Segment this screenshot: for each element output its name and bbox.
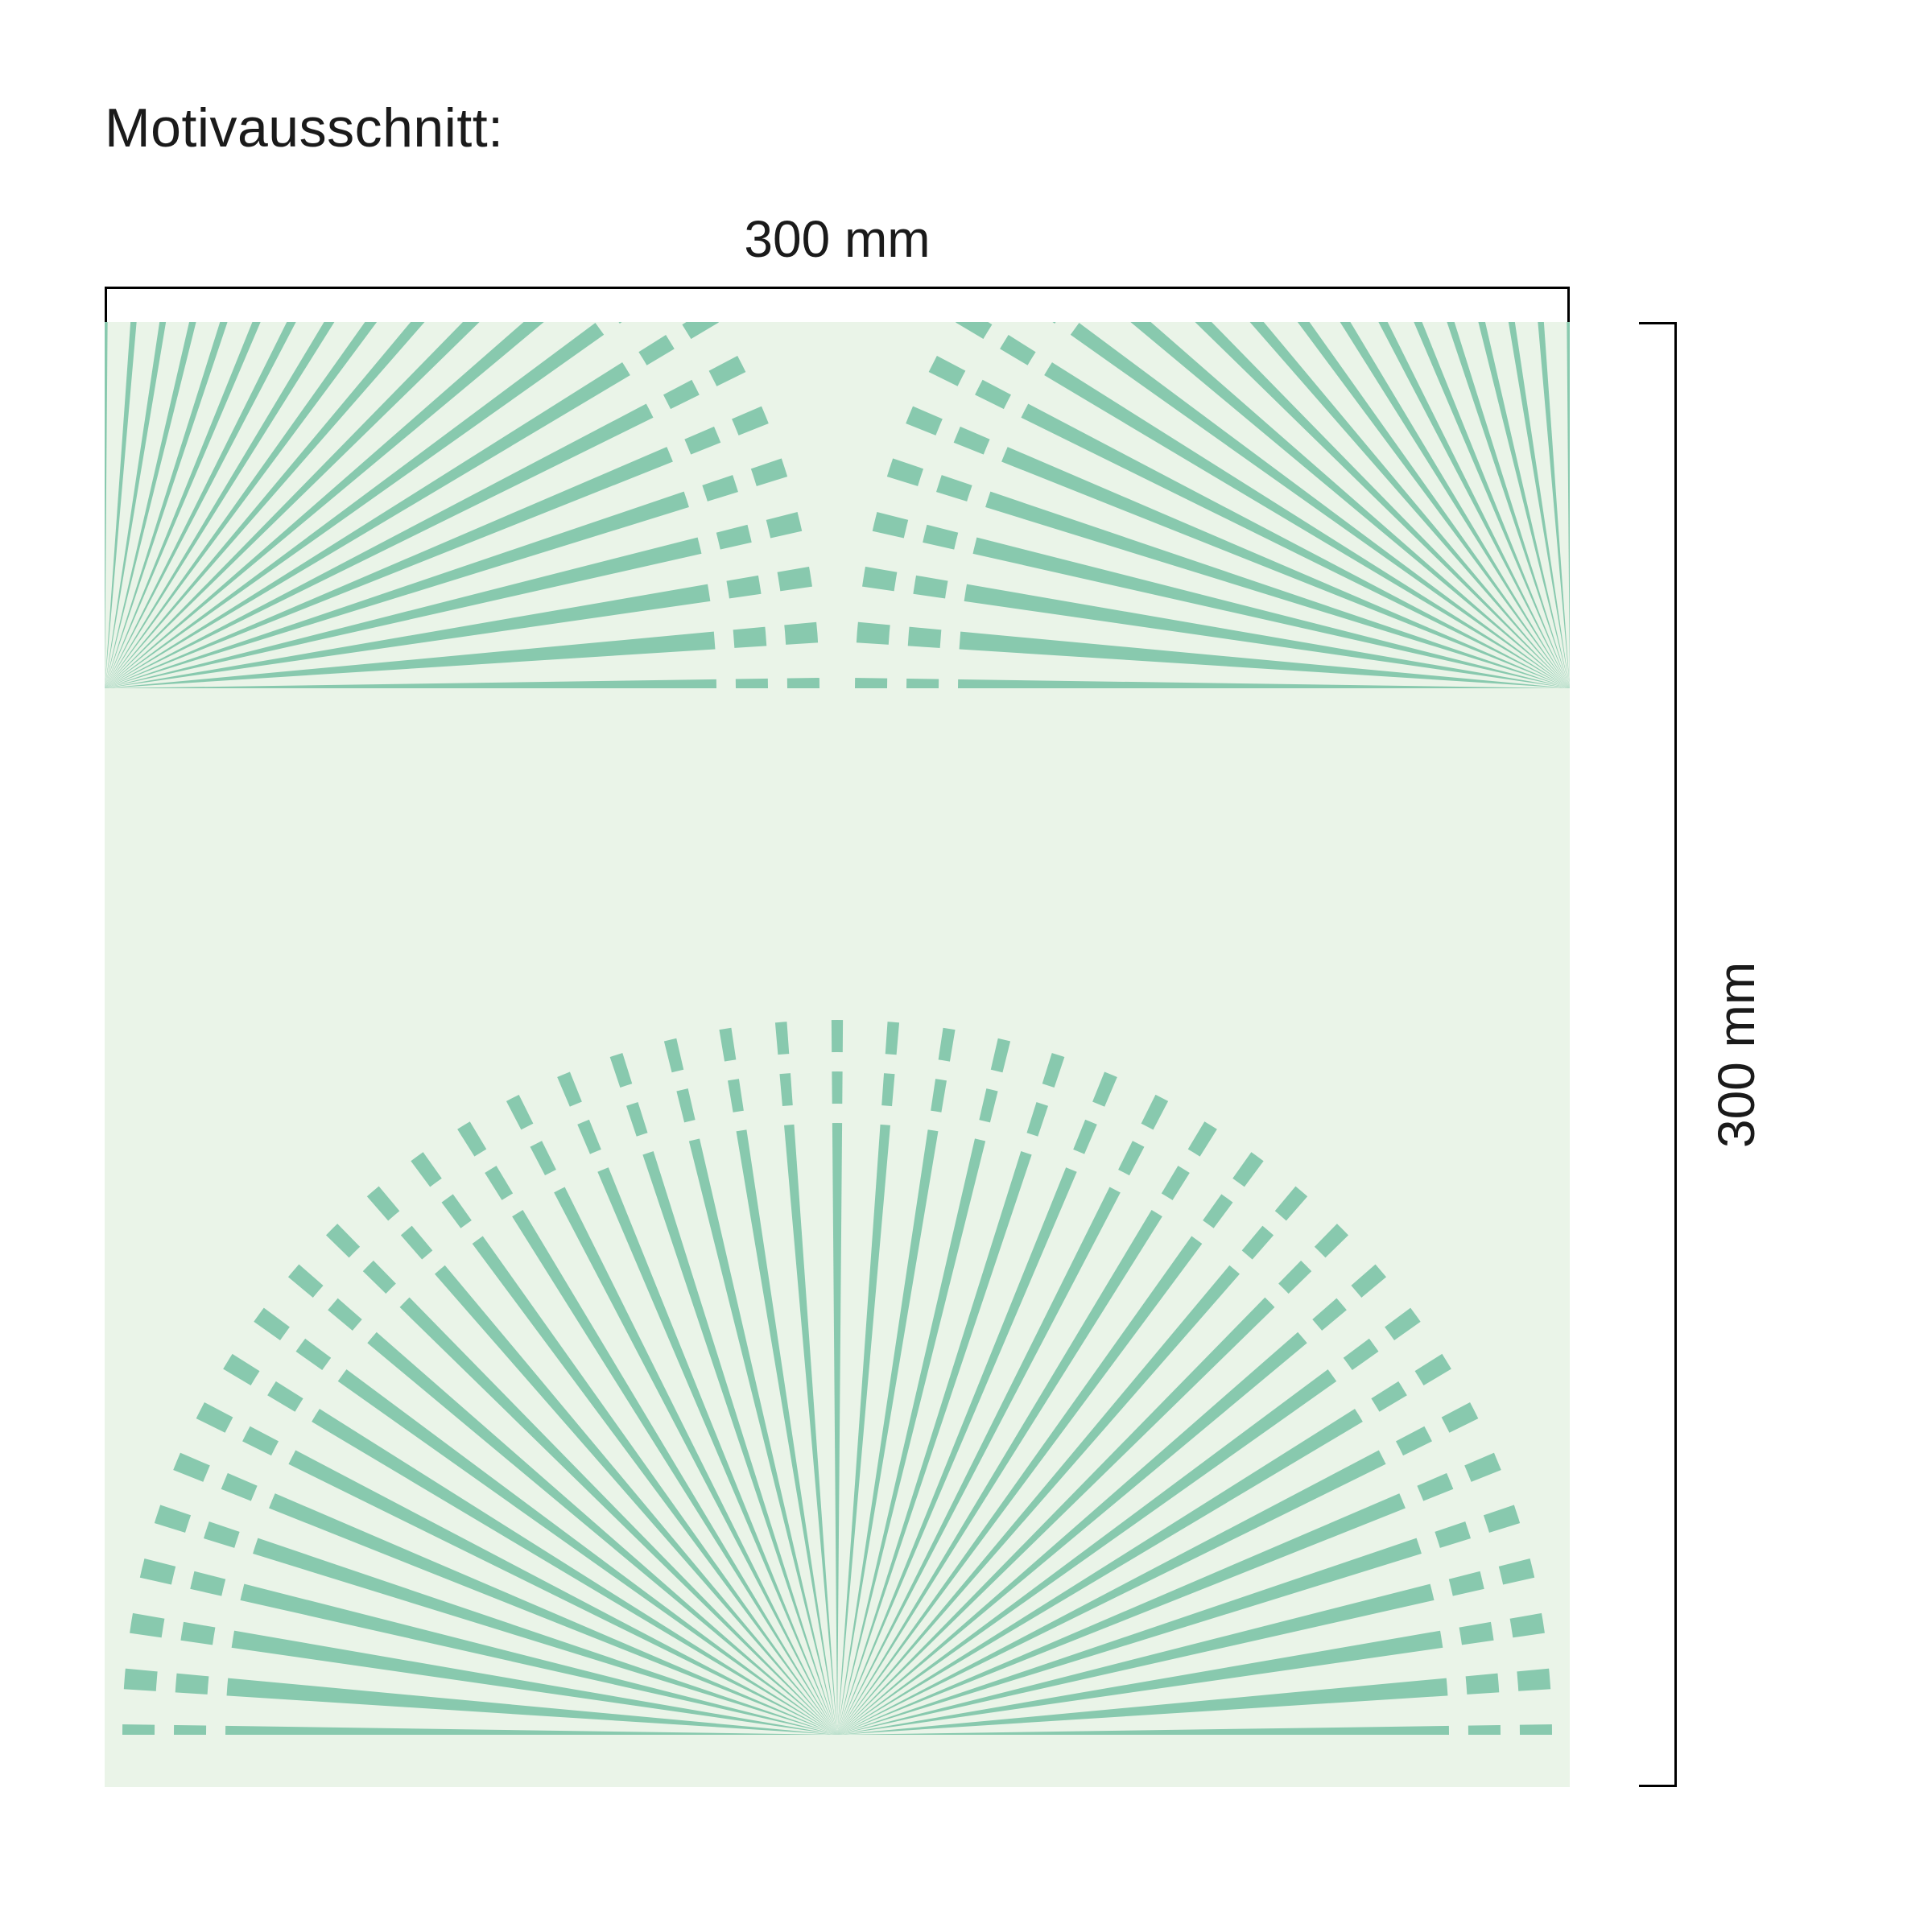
dimension-top-label: 300 mm (105, 209, 1570, 269)
dimension-top-tick-l (105, 287, 107, 322)
pattern-swatch (105, 322, 1570, 1787)
dimension-right-tick-t (1639, 322, 1674, 324)
dimension-right-line (1674, 322, 1677, 1787)
dimension-right-label: 300 mm (1707, 322, 1766, 1787)
dimension-right-tick-b (1639, 1785, 1674, 1787)
dimension-top-tick-r (1567, 287, 1570, 322)
dimension-top-line (105, 287, 1570, 289)
title-label: Motivausschnitt: (105, 97, 504, 159)
